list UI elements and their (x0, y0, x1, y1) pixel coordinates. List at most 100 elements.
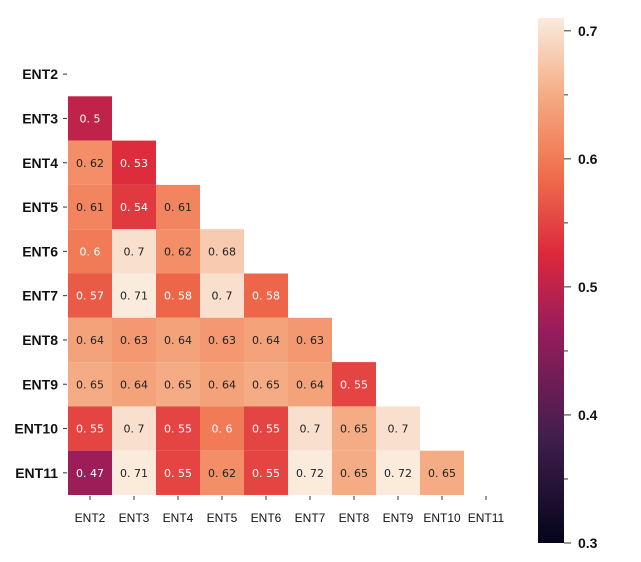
heatmap-cell-ent11-ent7 (288, 450, 332, 495)
heatmap-cell-label: 0. 55 (252, 423, 280, 436)
heatmap-cell-label: 0. 64 (120, 378, 148, 391)
heatmap-cell-ent3-ent2 (68, 96, 112, 141)
heatmap-cell-label: 0. 7 (124, 423, 145, 436)
heatmap-cell-label: 0. 6 (212, 423, 233, 436)
heatmap-cell-label: 0. 55 (164, 467, 192, 480)
heatmap-cell-label: 0. 7 (212, 290, 233, 303)
y-axis: ENT2 ENT3 ENT4 ENT5 ENT6 ENT7 ENT8 ENT9 ENT10 ENT… (14, 66, 67, 481)
heatmap-cell-ent8-ent7 (288, 317, 332, 363)
x-tick-label: ENT9 (383, 511, 414, 525)
x-tick-label: ENT3 (119, 511, 150, 525)
x-tick-label: ENT7 (295, 511, 326, 525)
heatmap-cell-label: 0. 65 (340, 423, 368, 436)
heatmap-cell-ent10-ent8 (332, 406, 376, 451)
heatmap-cell-label: 0. 47 (76, 467, 104, 480)
heatmap-cell-ent10-ent9 (376, 406, 420, 451)
y-tick-label: ENT4 (22, 155, 58, 171)
heatmap-cell-ent11-ent4 (156, 450, 200, 495)
heatmap-cell-ent6-ent3 (112, 229, 156, 274)
heatmap-cell-label: 0. 71 (120, 467, 148, 480)
y-tick-label: ENT5 (22, 199, 58, 215)
y-tick-label: ENT9 (22, 376, 58, 392)
x-tick-label: ENT2 (75, 511, 106, 525)
heatmap-cell-ent11-ent6 (244, 450, 288, 495)
heatmap-cell-label: 0. 7 (388, 423, 409, 436)
heatmap-cell-label: 0. 55 (164, 423, 192, 436)
heatmap-cell-label: 0. 72 (384, 467, 412, 480)
heatmap-cell-ent10-ent3 (112, 406, 156, 451)
heatmap-cell-ent8-ent4 (156, 317, 200, 363)
heatmap-cell-label: 0. 53 (120, 157, 148, 170)
heatmap-cell-ent8-ent6 (244, 317, 288, 363)
heatmap-cell-label: 0. 64 (76, 334, 104, 347)
heatmap-cell-ent9-ent7 (288, 362, 332, 407)
heatmap-cell-ent7-ent5 (200, 273, 244, 318)
heatmap-cell-ent6-ent2 (68, 229, 112, 274)
heatmap-cell-label: 0. 55 (252, 467, 280, 480)
heatmap-cell-label: 0. 57 (76, 290, 104, 303)
heatmap-cell-label: 0. 64 (252, 334, 280, 347)
colorbar-gradient (538, 18, 564, 543)
heatmap-cell-ent5-ent2 (68, 184, 112, 230)
heatmap-cell-ent5-ent3 (112, 184, 156, 230)
heatmap-cell-label: 0. 64 (208, 378, 236, 391)
heatmap-cell-ent11-ent9 (376, 450, 420, 495)
heatmap-cell-ent9-ent8 (332, 362, 376, 407)
y-tick-label: ENT10 (14, 421, 58, 437)
heatmap-cell-ent10-ent6 (244, 406, 288, 451)
heatmap-cell-label: 0. 71 (120, 290, 148, 303)
heatmap-cell-ent10-ent5 (200, 406, 244, 451)
heatmap-cell-label: 0. 61 (164, 201, 192, 214)
y-tick-label: ENT3 (22, 110, 58, 126)
heatmap-cell-ent10-ent4 (156, 406, 200, 451)
heatmap-cell-label: 0. 61 (76, 201, 104, 214)
heatmap-cell-label: 0. 54 (120, 201, 148, 214)
heatmap-cell-label: 0. 72 (296, 467, 324, 480)
heatmap-cell-label: 0. 62 (164, 245, 192, 258)
heatmap-cells (68, 96, 464, 495)
heatmap-cell-label: 0. 65 (164, 378, 192, 391)
heatmap-cell-ent9-ent2 (68, 362, 112, 407)
heatmap-cell-label: 0. 64 (164, 334, 192, 347)
heatmap-cell-ent9-ent4 (156, 362, 200, 407)
y-tick-label: ENT8 (22, 332, 58, 348)
heatmap-cell-ent7-ent4 (156, 273, 200, 318)
colorbar-tick-label: 0.3 (578, 535, 598, 551)
x-tick-label: ENT10 (423, 511, 461, 525)
y-tick-label: ENT6 (22, 243, 58, 259)
y-tick-label: ENT11 (15, 465, 58, 481)
colorbar: 0.3 0.4 0.5 0.6 0.7 (538, 18, 598, 551)
heatmap-cell-label: 0. 65 (340, 467, 368, 480)
heatmap-cell-ent10-ent2 (68, 406, 112, 451)
colorbar-ticks: 0.3 0.4 0.5 0.6 0.7 (564, 23, 598, 551)
heatmap-cell-ent8-ent5 (200, 317, 244, 363)
colorbar-tick-label: 0.6 (578, 151, 598, 167)
heatmap-cell-label: 0. 55 (340, 378, 368, 391)
heatmap-cell-ent9-ent5 (200, 362, 244, 407)
heatmap-cell-labels: 0. 5 0. 62 0. 53 0. 61 0. 54 0. 61 0. 6 0. 7 0. … (76, 112, 456, 479)
heatmap-cell-ent6-ent5 (200, 229, 244, 274)
heatmap-cell-ent7-ent3 (112, 273, 156, 318)
heatmap-cell-ent5-ent4 (156, 184, 200, 230)
heatmap-cell-ent4-ent3 (112, 140, 156, 185)
heatmap-cell-label: 0. 62 (208, 467, 236, 480)
colorbar-tick-label: 0.4 (578, 407, 598, 423)
x-tick-label: ENT11 (468, 511, 505, 525)
heatmap-cell-label: 0. 58 (252, 290, 280, 303)
colorbar-tick-label: 0.7 (578, 23, 598, 39)
heatmap-cell-label: 0. 64 (296, 378, 324, 391)
heatmap-cell-ent10-ent7 (288, 406, 332, 451)
heatmap-cell-label: 0. 6 (80, 245, 101, 258)
heatmap-cell-label: 0. 7 (124, 245, 145, 258)
heatmap-cell-ent7-ent2 (68, 273, 112, 318)
x-tick-label: ENT5 (207, 511, 238, 525)
heatmap-cell-ent9-ent3 (112, 362, 156, 407)
heatmap-cell-ent11-ent3 (112, 450, 156, 495)
heatmap-cell-ent11-ent2 (68, 450, 112, 495)
x-tick-label: ENT4 (163, 511, 194, 525)
heatmap-cell-label: 0. 63 (208, 334, 236, 347)
heatmap-cell-label: 0. 55 (76, 423, 104, 436)
heatmap-cell-ent6-ent4 (156, 229, 200, 274)
colorbar-tick-label: 0.5 (578, 279, 598, 295)
